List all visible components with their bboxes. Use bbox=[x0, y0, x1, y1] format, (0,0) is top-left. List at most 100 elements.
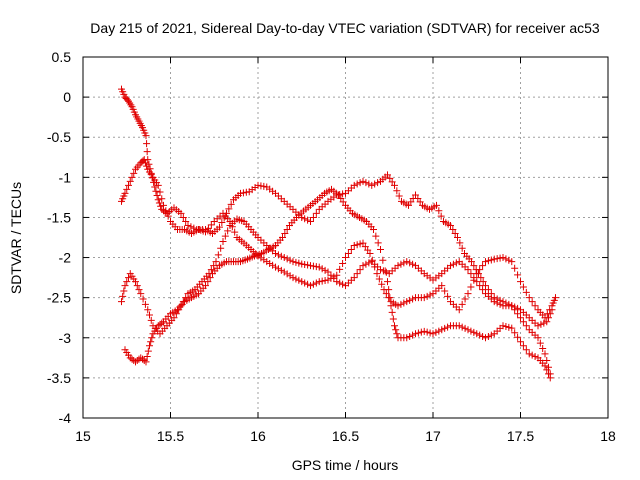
data-point bbox=[304, 280, 312, 288]
data-point bbox=[142, 358, 150, 366]
data-point bbox=[154, 196, 162, 204]
data-point bbox=[184, 221, 192, 229]
data-point bbox=[479, 286, 487, 294]
data-point bbox=[281, 229, 289, 237]
data-point bbox=[409, 260, 417, 268]
y-tick-label: -3.5 bbox=[47, 370, 71, 386]
data-point bbox=[464, 290, 472, 298]
data-point bbox=[283, 225, 291, 233]
data-point bbox=[409, 295, 417, 303]
data-point bbox=[353, 241, 361, 249]
data-point bbox=[224, 227, 232, 235]
data-point bbox=[496, 300, 504, 308]
data-point bbox=[350, 181, 358, 189]
data-point bbox=[336, 265, 344, 273]
data-point bbox=[528, 298, 536, 306]
data-point bbox=[132, 278, 139, 286]
data-point bbox=[382, 268, 390, 276]
data-point bbox=[511, 329, 519, 337]
data-point bbox=[543, 366, 551, 374]
x-tick-label: 16 bbox=[250, 428, 266, 444]
data-point bbox=[347, 246, 355, 254]
data-point bbox=[522, 346, 530, 354]
data-point bbox=[406, 259, 414, 267]
data-point bbox=[454, 234, 461, 241]
data-point bbox=[277, 266, 285, 274]
data-point bbox=[441, 287, 449, 295]
data-point bbox=[373, 270, 381, 278]
data-point bbox=[353, 180, 361, 188]
data-point bbox=[508, 324, 516, 332]
data-point bbox=[368, 181, 376, 189]
data-point bbox=[202, 228, 209, 236]
series-arc-d bbox=[121, 185, 554, 382]
data-point bbox=[307, 282, 314, 290]
data-point bbox=[493, 255, 501, 263]
data-point bbox=[517, 338, 524, 346]
data-point bbox=[426, 329, 434, 337]
data-point bbox=[146, 342, 153, 350]
data-point bbox=[479, 262, 487, 270]
data-point bbox=[121, 282, 129, 290]
data-point bbox=[394, 302, 402, 310]
data-point bbox=[182, 217, 190, 225]
y-tick-label: -1.5 bbox=[47, 209, 71, 225]
data-point bbox=[295, 276, 303, 284]
data-point bbox=[298, 260, 306, 268]
data-point bbox=[522, 322, 530, 330]
x-tick-label: 16.5 bbox=[332, 428, 359, 444]
data-point bbox=[304, 216, 312, 224]
data-point bbox=[406, 296, 414, 304]
y-tick-label: -2.5 bbox=[47, 290, 71, 306]
data-point bbox=[511, 264, 519, 272]
data-point bbox=[140, 357, 148, 365]
data-point bbox=[214, 251, 222, 259]
data-point bbox=[125, 274, 132, 282]
data-point bbox=[519, 318, 527, 326]
data-point bbox=[156, 188, 164, 196]
data-point bbox=[400, 259, 408, 267]
data-point bbox=[330, 274, 338, 282]
data-point bbox=[499, 254, 507, 262]
data-point bbox=[160, 201, 167, 209]
data-point bbox=[143, 140, 151, 148]
data-point bbox=[140, 156, 148, 164]
data-point bbox=[333, 278, 341, 286]
data-point bbox=[137, 290, 145, 298]
data-point bbox=[391, 322, 398, 330]
data-point bbox=[476, 331, 484, 339]
data-point bbox=[543, 357, 551, 365]
y-tick-label: -2 bbox=[59, 250, 72, 266]
data-point bbox=[272, 250, 279, 258]
data-point bbox=[482, 258, 489, 266]
data-point bbox=[467, 270, 475, 278]
data-point bbox=[289, 258, 297, 266]
data-point bbox=[508, 258, 516, 266]
data-point bbox=[227, 200, 235, 208]
data-point bbox=[365, 259, 373, 267]
data-point bbox=[536, 339, 544, 347]
axis-ticks: 15 15.5 16 16.5 17 17.5 18 0.5 0 -0.5 -1 -1.5 -2 -2.5… bbox=[47, 49, 616, 444]
data-point bbox=[157, 202, 165, 210]
y-axis-label: SDTVAR / TECUs bbox=[8, 182, 24, 294]
data-point bbox=[370, 225, 377, 233]
data-point bbox=[447, 221, 454, 229]
data-point bbox=[283, 255, 291, 263]
data-point bbox=[350, 242, 358, 250]
data-point bbox=[307, 217, 314, 225]
data-point bbox=[212, 258, 220, 266]
data-point bbox=[133, 282, 141, 290]
data-point bbox=[525, 350, 533, 358]
data-point bbox=[499, 322, 507, 330]
data-point bbox=[309, 280, 317, 288]
data-point bbox=[307, 262, 314, 270]
data-point bbox=[155, 199, 163, 207]
data-point bbox=[438, 282, 446, 290]
series-arc-b bbox=[118, 156, 559, 322]
data-point bbox=[519, 283, 527, 291]
data-point bbox=[356, 179, 364, 187]
data-point bbox=[467, 327, 475, 335]
y-tick-label: 0 bbox=[63, 89, 71, 105]
data-point bbox=[546, 310, 554, 318]
data-point bbox=[519, 342, 527, 350]
